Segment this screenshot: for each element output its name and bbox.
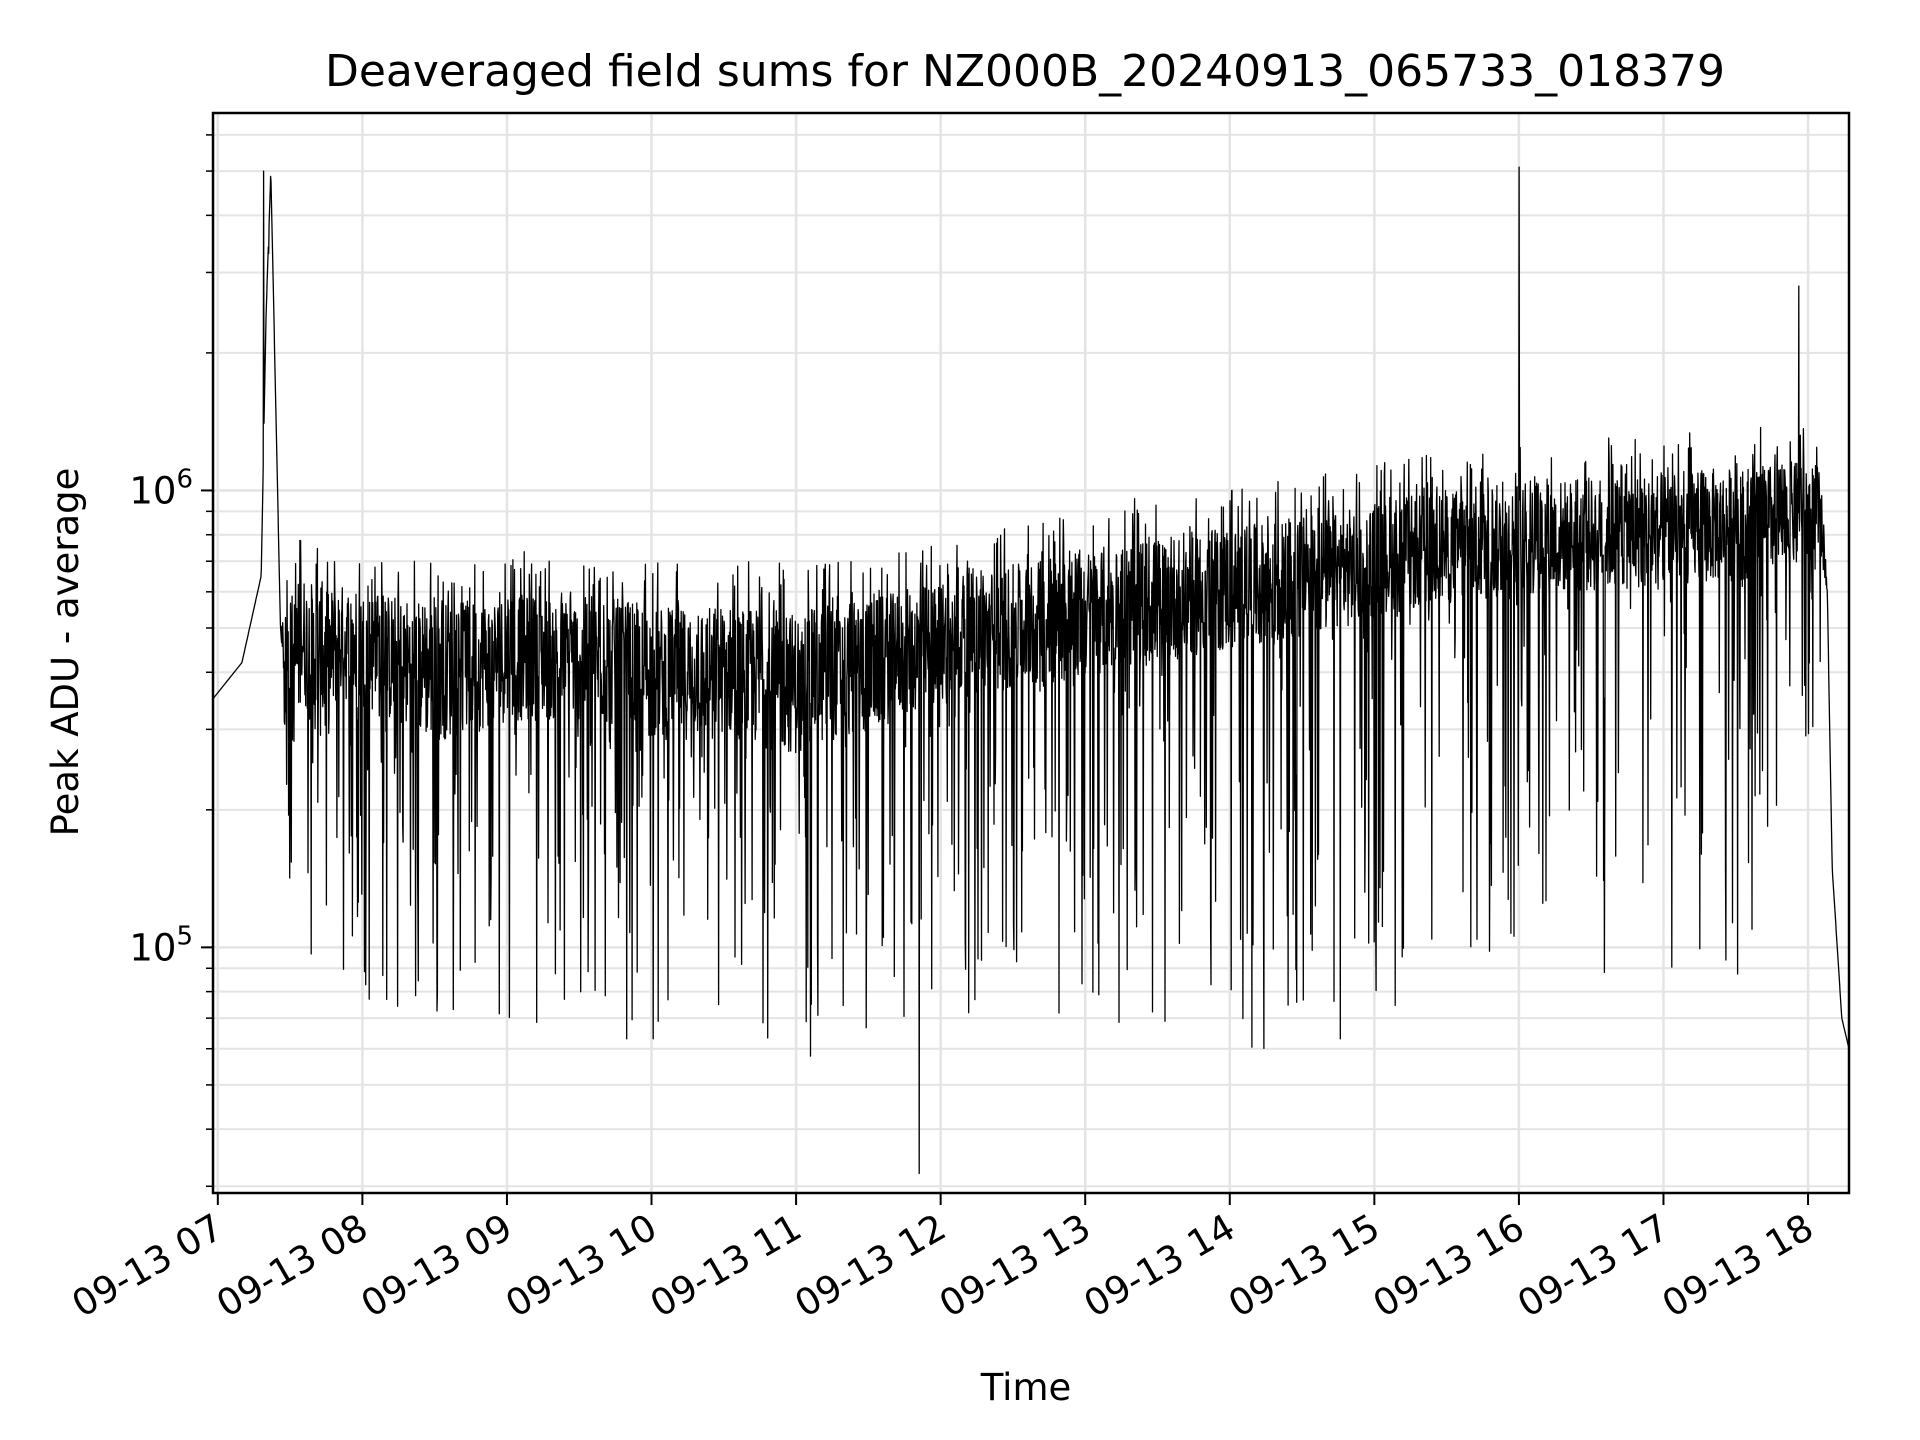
y-tick-label-base: 10 (129, 469, 176, 512)
series-line-0 (212, 166, 1850, 1175)
plot-frame (211, 111, 1851, 1195)
y-axis-label: Peak ADU - average (44, 468, 87, 837)
x-axis-label: Time (980, 1366, 1072, 1409)
y-tick-label: 105 (129, 921, 193, 969)
series-layer (212, 166, 1850, 1175)
y-tick-label-exponent: 5 (176, 921, 193, 951)
y-tick-label-exponent: 6 (176, 464, 193, 494)
chart-title: Deaveraged field sums for NZ000B_2024091… (325, 46, 1725, 97)
y-tick-label-base: 10 (129, 926, 176, 969)
y-tick-label: 106 (129, 464, 193, 512)
